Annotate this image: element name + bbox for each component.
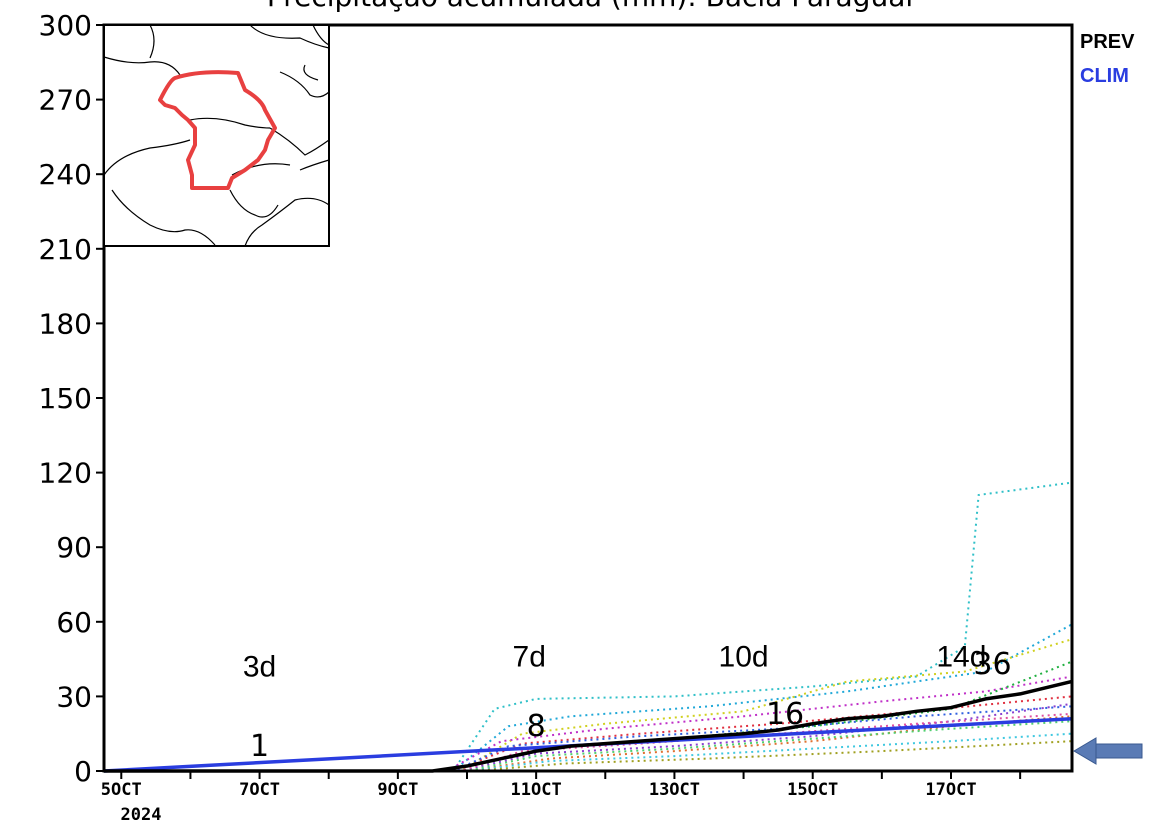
horizon-label: 3d	[243, 651, 276, 684]
accumulated-value-label: 16	[766, 697, 804, 732]
x-tick-label: 9OCT	[377, 780, 418, 800]
y-tick-label: 30	[56, 680, 92, 713]
y-tick-label: 150	[39, 382, 92, 415]
value-labels: 1 8 16 36	[250, 647, 1012, 764]
y-tick-label: 240	[39, 158, 92, 191]
pointer-arrow	[1074, 738, 1142, 764]
legend-prev: PREV	[1080, 31, 1135, 53]
y-tick-label: 270	[39, 84, 92, 117]
inset-map-frame	[104, 25, 329, 246]
y-tick-label: 210	[39, 233, 92, 266]
accumulated-value-label: 8	[527, 709, 546, 744]
accumulated-value-label: 1	[250, 729, 269, 764]
x-tick-label: 5OCT	[101, 780, 142, 800]
legend-clim: CLIM	[1080, 65, 1129, 87]
y-tick-label: 300	[39, 9, 92, 42]
x-tick-label: 15OCT	[787, 780, 838, 800]
y-tick-label: 180	[39, 307, 92, 340]
horizon-label: 7d	[513, 641, 546, 674]
x-tick-label: 13OCT	[649, 780, 700, 800]
chart-title: Precipitação acumulada (mm): Bacia Parag…	[267, 0, 913, 13]
horizon-label: 10d	[719, 641, 769, 674]
horizon-annotations: 3d 7d 10d 14d	[243, 641, 987, 684]
x-tick-label: 7OCT	[239, 780, 280, 800]
x-tick-label: 17OCT	[925, 780, 976, 800]
y-axis: 0 30 60 90 120 150 180 210 240 270 300	[39, 9, 104, 788]
x-year-label: 2024	[121, 805, 162, 825]
x-tick-label: 11OCT	[511, 780, 562, 800]
y-tick-label: 120	[39, 457, 92, 490]
y-tick-label: 60	[56, 606, 92, 639]
inset-map	[104, 25, 329, 246]
y-tick-label: 90	[56, 531, 92, 564]
y-tick-label: 0	[74, 755, 92, 788]
accumulated-value-label: 36	[973, 647, 1011, 682]
x-axis: 5OCT 7OCT 9OCT 11OCT 13OCT 15OCT 17OCT	[101, 771, 1020, 800]
